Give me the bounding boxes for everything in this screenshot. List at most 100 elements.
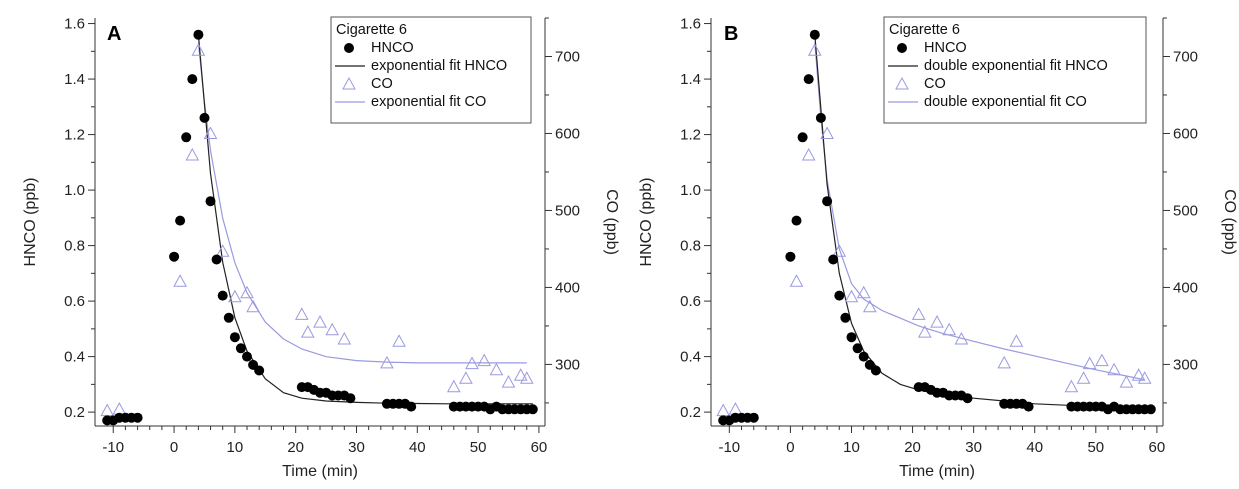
x-tick-label: 60 [1149, 439, 1166, 456]
x-axis-title: Time (min) [282, 463, 358, 480]
co-point [246, 299, 260, 313]
hnco-point [1023, 401, 1034, 412]
y-right-tick-label: 600 [1173, 125, 1198, 142]
co-point [185, 147, 200, 161]
panel-a: -10 0 10 20 30 40 50 60 0.2 0.4 0.6 0.8 1.0 1.2 1.4 1.6… [22, 16, 620, 480]
y-left-tick-label: 0.2 [680, 404, 701, 421]
x-tick-label: 40 [409, 439, 426, 456]
hnco-point [840, 312, 851, 323]
hnco-point [1145, 404, 1156, 415]
y-left-tick-label: 0.8 [680, 238, 701, 255]
y-right-tick-label: 400 [1173, 279, 1198, 296]
co-point [832, 244, 847, 257]
co-point [513, 368, 528, 381]
co-point [954, 331, 969, 345]
x-tick-label: 60 [531, 439, 548, 456]
legend-box [883, 16, 1147, 124]
plot-area [716, 29, 1156, 426]
co-fit-line [814, 42, 1145, 381]
co-point [789, 274, 804, 287]
co-point [392, 334, 406, 347]
co-point [203, 126, 218, 139]
hnco-point [235, 343, 246, 354]
hnco-point [199, 112, 210, 123]
hnco-point [834, 290, 845, 301]
legend-triangle-swatch [895, 76, 909, 90]
x-tick-label: 10 [843, 439, 860, 456]
co-point [1107, 362, 1121, 376]
co-point [313, 315, 327, 328]
y-right-tick-label: 300 [555, 356, 580, 373]
co-point [997, 355, 1012, 369]
co-point [240, 285, 254, 299]
x-tick-label: 30 [965, 439, 982, 456]
co-fit-line [197, 42, 527, 364]
x-tick-label: -10 [718, 439, 740, 456]
hnco-point [187, 74, 198, 85]
y-right-tick-label: 400 [555, 279, 580, 296]
hnco-point [803, 74, 814, 85]
co-point [862, 299, 877, 313]
hnco-point [828, 254, 839, 265]
y-right-axis-title: CO (ppb) [603, 189, 620, 255]
hnco-point [797, 132, 808, 143]
co-point [930, 315, 944, 328]
co-point [807, 43, 822, 56]
y-left-tick-label: 1.4 [680, 71, 701, 88]
co-point [716, 403, 731, 417]
panel-letter: A [107, 23, 121, 45]
hnco-point [785, 251, 796, 262]
legend-entry: HNCO [371, 40, 414, 56]
hnco-point [254, 365, 265, 376]
hnco-point [791, 215, 802, 226]
legend: Cigarette 6 HNCO double exponential fit HN… [883, 16, 1147, 124]
y-left-axis-title: HNCO (ppb) [638, 178, 655, 267]
legend-entry: CO [924, 76, 946, 92]
co-point [325, 322, 340, 336]
co-point [1064, 379, 1079, 393]
y-right-tick-label: 500 [1173, 202, 1198, 219]
co-point [1131, 368, 1146, 381]
co-point [728, 402, 743, 415]
legend-box [330, 16, 532, 124]
hnco-point [345, 393, 356, 404]
co-point [911, 307, 926, 320]
y-right-tick-label: 500 [555, 202, 580, 219]
hnco-point [181, 132, 192, 143]
legend-circle-swatch [897, 43, 907, 53]
co-point [1137, 371, 1152, 384]
y-right-tick-label: 700 [555, 48, 580, 65]
co-point [501, 375, 516, 388]
hnco-point [822, 196, 833, 207]
co-point [100, 403, 115, 417]
legend-entry: double exponential fit CO [924, 94, 1087, 110]
y-left-tick-label: 0.6 [680, 293, 701, 310]
y-left-tick-label: 0.6 [64, 293, 85, 310]
y-left-tick-label: 1.2 [64, 127, 85, 144]
y-left-tick-label: 1.6 [680, 16, 701, 33]
x-tick-label: 30 [348, 439, 365, 456]
y-right-tick-label: 600 [555, 125, 580, 142]
hnco-point [809, 29, 820, 40]
legend-entry: exponential fit CO [371, 94, 486, 110]
hnco-point [846, 332, 857, 343]
y-right-tick-label: 700 [1173, 48, 1198, 65]
hnco-point [527, 404, 538, 415]
co-point [294, 307, 309, 320]
hnco-point [242, 351, 252, 362]
x-tick-label: 50 [1087, 439, 1104, 456]
hnco-point [169, 251, 180, 262]
co-point [1076, 371, 1091, 384]
hnco-point [217, 290, 228, 301]
hnco-point [211, 254, 222, 265]
co-point [856, 285, 871, 299]
y-right-axis-title: CO (ppb) [1221, 189, 1238, 255]
co-point [942, 322, 957, 336]
y-left-tick-label: 0.4 [64, 349, 85, 366]
x-tick-label: 50 [470, 439, 487, 456]
y-left-tick-label: 1.0 [680, 182, 701, 199]
y-left-tick-label: 1.0 [64, 182, 85, 199]
hnco-point [193, 29, 204, 40]
co-point [337, 331, 352, 345]
